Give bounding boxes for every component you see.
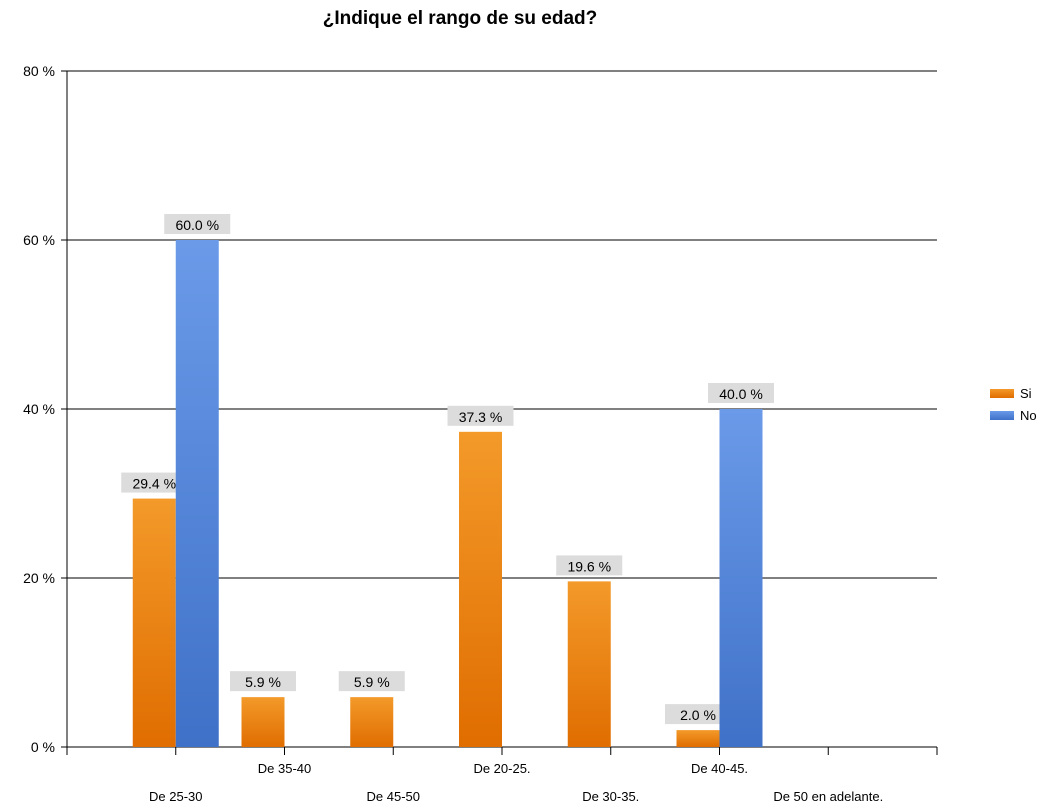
legend-item-si: Si [990, 382, 1037, 404]
data-label-bg [121, 472, 188, 493]
data-label-bg [230, 671, 296, 692]
data-label: 60.0 % [175, 217, 219, 233]
bar-si-4 [567, 581, 611, 747]
x-tick-label: De 20-25. [473, 761, 530, 776]
legend-label-no: No [1020, 407, 1037, 423]
y-tick-label: 80 % [23, 63, 55, 79]
data-label: 37.3 % [459, 409, 503, 425]
bar-si-2 [350, 697, 394, 747]
legend-label-si: Si [1020, 385, 1032, 401]
x-tick-label: De 30-35. [582, 789, 639, 804]
chart-title: ¿Indique el rango de su edad? [322, 8, 598, 29]
x-tick-label: De 35-40 [258, 761, 311, 776]
legend-swatch-no [990, 410, 1014, 420]
y-tick-label: 0 % [31, 739, 55, 755]
data-label-bg [665, 704, 731, 725]
data-label: 5.9 % [354, 674, 390, 690]
data-label: 5.9 % [245, 674, 281, 690]
data-label: 2.0 % [680, 707, 716, 723]
bar-si-0 [132, 498, 176, 747]
bar-si-1 [241, 697, 285, 747]
data-label-bg [164, 214, 231, 234]
y-tick-label: 20 % [23, 570, 55, 586]
y-tick-label: 40 % [23, 401, 55, 417]
data-label-bg [556, 555, 623, 576]
data-label: 40.0 % [719, 386, 763, 402]
data-label: 19.6 % [567, 558, 611, 574]
bar-no-5 [719, 409, 763, 747]
x-tick-label: De 45-50 [367, 789, 420, 804]
bar-si-3 [459, 431, 502, 747]
chart-legend: Si No [990, 382, 1037, 426]
bar-no-0 [175, 240, 219, 747]
bar-si-5 [676, 730, 720, 747]
y-tick-label: 60 % [23, 232, 55, 248]
x-tick-label: De 40-45. [691, 761, 748, 776]
x-tick-label: De 25-30 [149, 789, 202, 804]
data-label: 29.4 % [132, 476, 176, 492]
data-label-bg [447, 405, 514, 426]
x-tick-label: De 50 en adelante. [773, 789, 883, 804]
data-label-bg [708, 383, 774, 403]
legend-item-no: No [990, 404, 1037, 426]
legend-swatch-si [990, 388, 1014, 398]
data-label-bg [338, 671, 405, 692]
